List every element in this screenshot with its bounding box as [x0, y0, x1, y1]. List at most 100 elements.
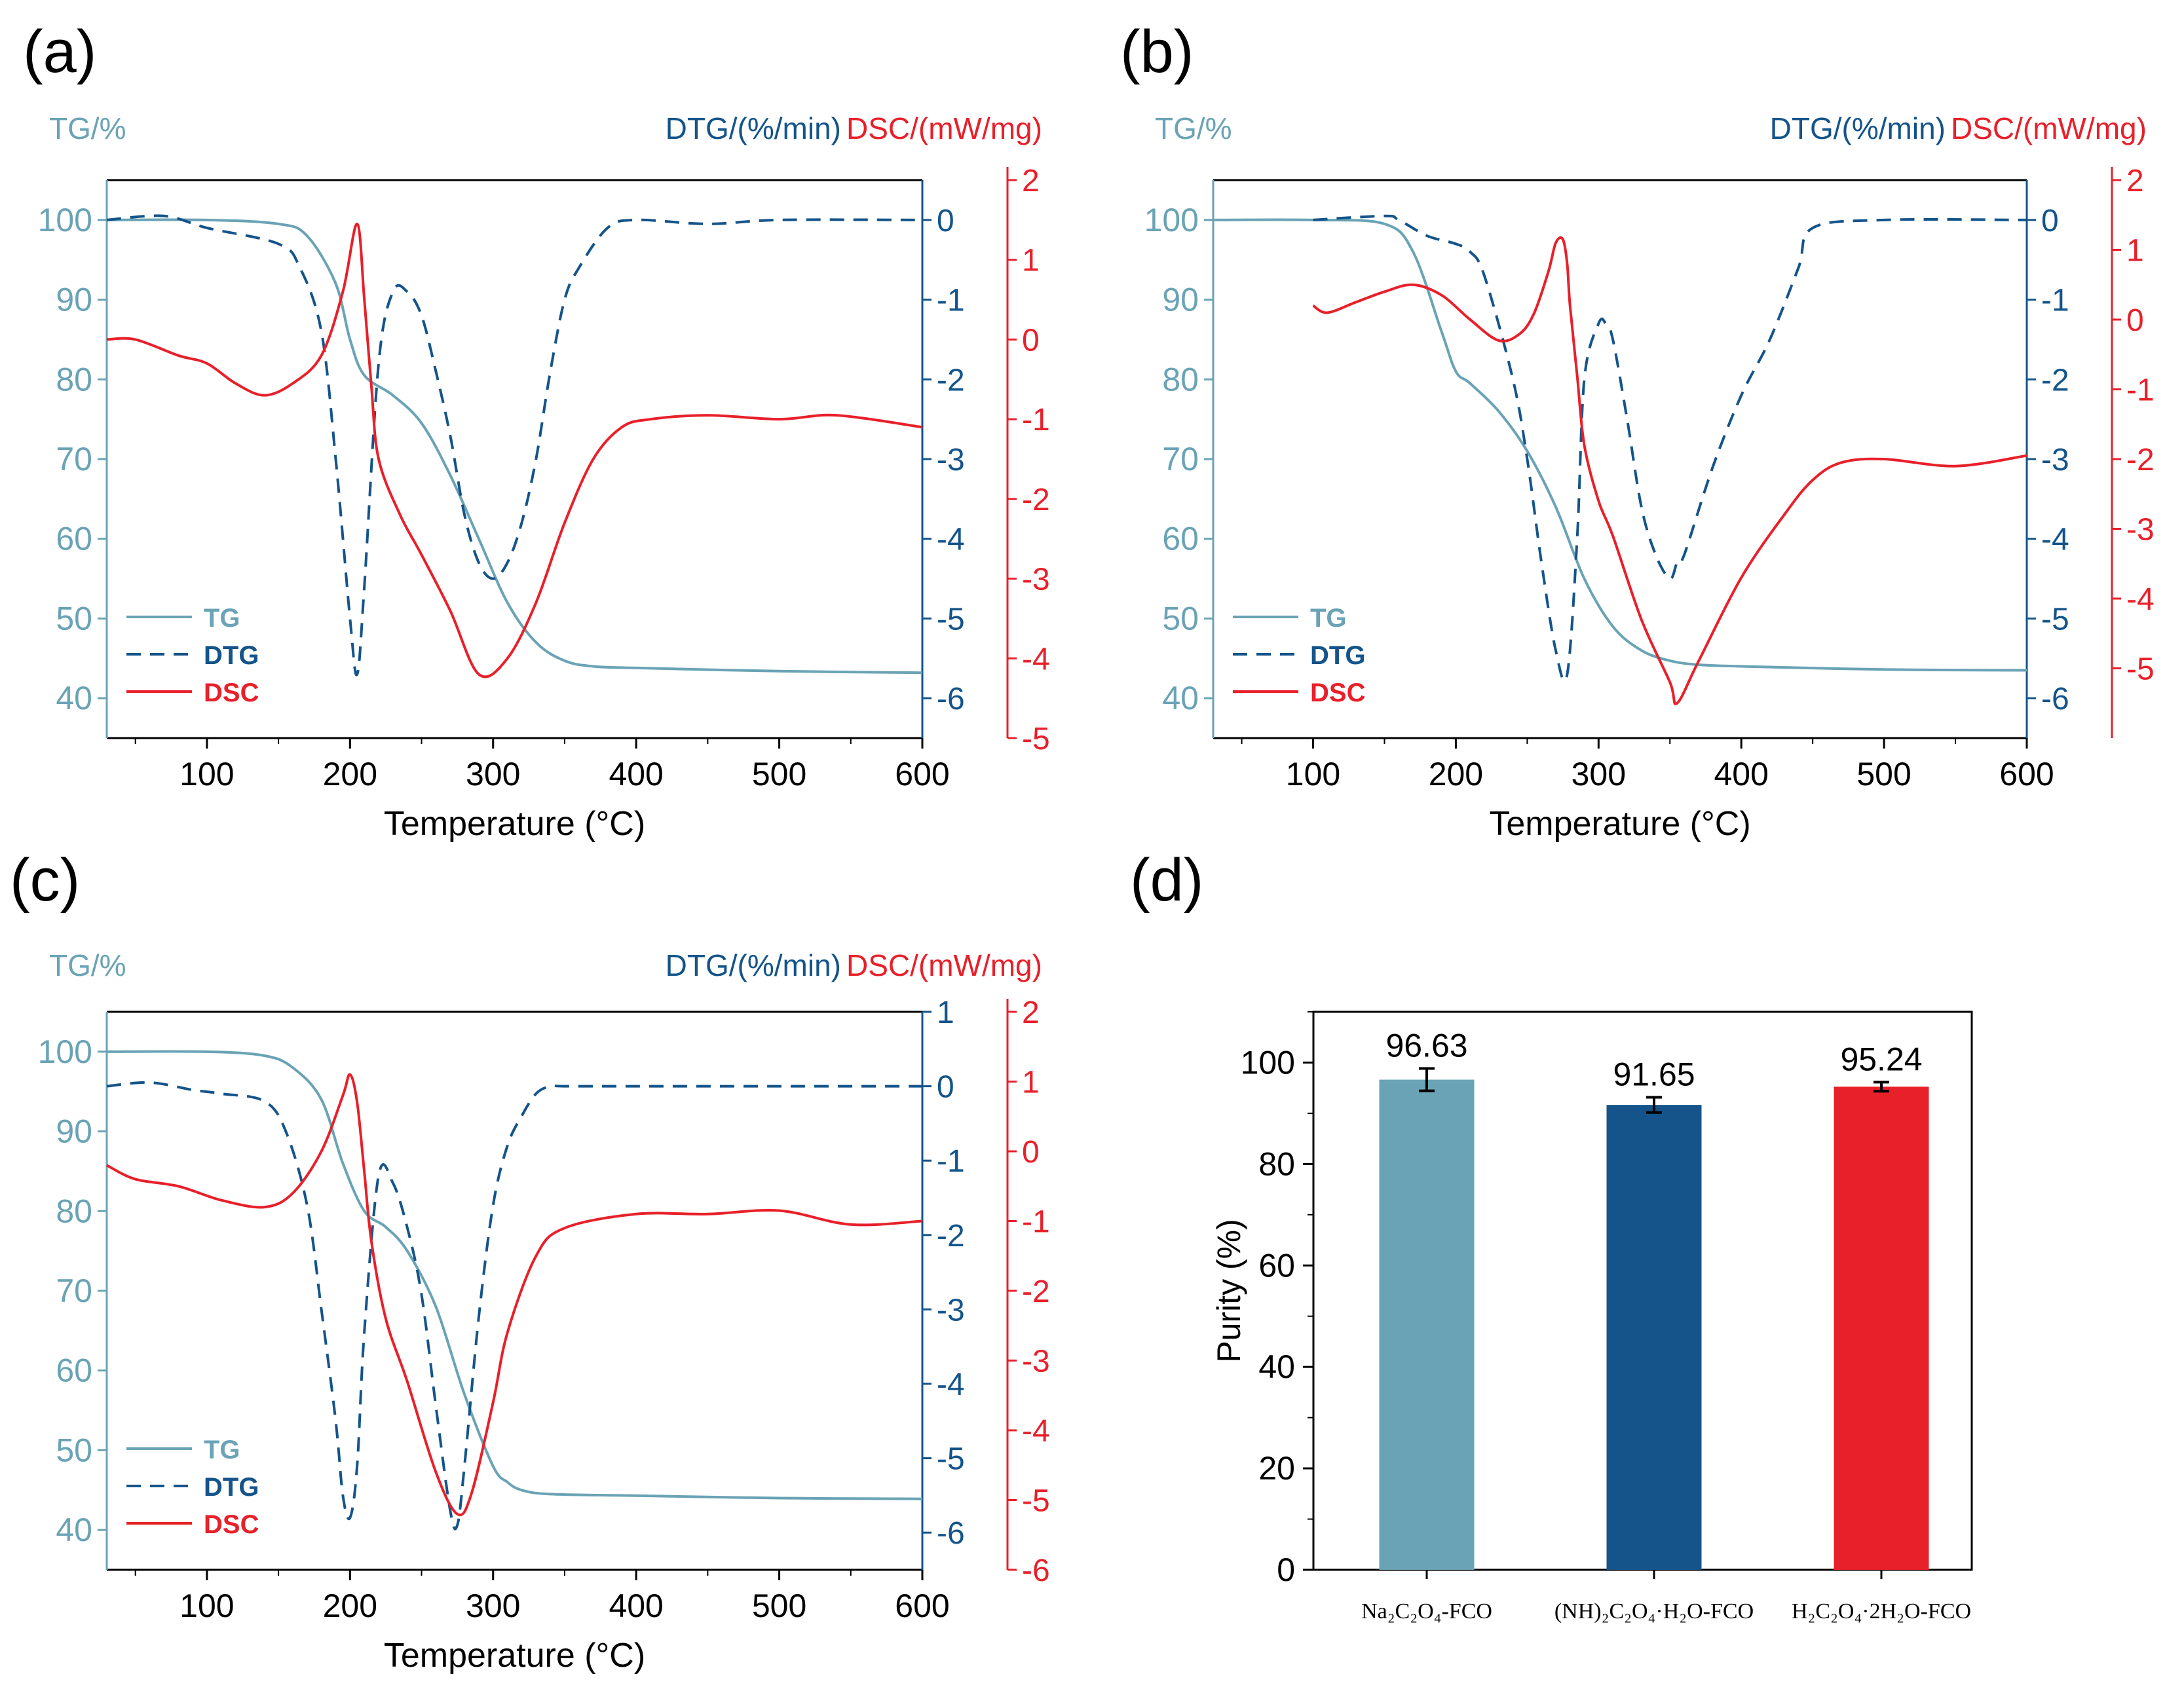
- dtg-tick-label: -2: [937, 363, 965, 398]
- dsc-axis-title: DSC/(mW/mg): [846, 948, 1042, 982]
- dtg-tick-label: 1: [937, 995, 954, 1030]
- tg-tick-label: 40: [56, 680, 92, 716]
- y-tick-label: 40: [1258, 1348, 1295, 1385]
- dsc-tick-label: -3: [1022, 1345, 1050, 1379]
- dsc-tick-label: 1: [1022, 244, 1040, 278]
- bar: [1379, 1079, 1475, 1570]
- x-axis-title: Temperature (°C): [384, 1637, 645, 1675]
- tg-tick-label: 100: [1144, 202, 1199, 238]
- x-tick-label: 600: [1999, 756, 2054, 792]
- x-tick-label: 200: [323, 756, 377, 792]
- tg-tick-label: 80: [1162, 361, 1199, 398]
- bar-value-label: 96.63: [1385, 1028, 1467, 1064]
- x-axis-title: Temperature (°C): [384, 805, 645, 843]
- dtg-tick-label: -4: [2041, 523, 2069, 557]
- panel-label: (b): [1120, 18, 1194, 85]
- panel-label: (c): [10, 847, 80, 914]
- legend-label-tg: TG: [204, 604, 240, 633]
- x-category-label: (NH)₂C₂O₄·H₂O-FCO: [1554, 1599, 1754, 1624]
- dsc-tick-label: 2: [1022, 995, 1040, 1030]
- y-tick-label: 80: [1258, 1145, 1295, 1182]
- dtg-tick-label: -3: [937, 1293, 965, 1327]
- x-tick-label: 300: [1572, 756, 1626, 792]
- dsc-tick-label: -6: [1022, 1553, 1050, 1588]
- legend-label-dsc: DSC: [204, 678, 259, 707]
- tg-axis-title: TG/%: [49, 948, 126, 982]
- y-tick-label: 100: [1241, 1044, 1295, 1081]
- dtg-tick-label: -6: [2041, 682, 2069, 716]
- panel-label: (d): [1130, 847, 1203, 914]
- x-tick-label: 100: [1286, 756, 1340, 792]
- tg-tick-label: 100: [38, 1033, 92, 1070]
- tg-tick-label: 60: [56, 521, 92, 557]
- x-tick-label: 500: [1856, 756, 1911, 792]
- tg-tick-label: 90: [56, 282, 92, 318]
- dtg-series-line: [106, 214, 923, 677]
- x-tick-label: 600: [895, 756, 949, 792]
- dtg-tick-label: -4: [937, 1367, 965, 1402]
- bar-value-label: 95.24: [1840, 1041, 1922, 1077]
- dtg-tick-label: 0: [937, 1070, 954, 1105]
- tg-tick-label: 50: [56, 1432, 92, 1468]
- tg-axis-title: TG/%: [1155, 111, 1232, 145]
- dtg-tick-label: -5: [2041, 602, 2069, 637]
- legend-label-dsc: DSC: [204, 1510, 259, 1539]
- dsc-axis-title: DSC/(mW/mg): [846, 111, 1042, 145]
- dsc-tick-label: -2: [1022, 483, 1050, 517]
- dtg-series-line: [106, 1081, 922, 1531]
- x-tick-label: 600: [895, 1587, 949, 1624]
- bar: [1834, 1086, 1929, 1570]
- legend-label-dsc: DSC: [1310, 678, 1365, 707]
- dtg-tick-label: -3: [937, 443, 965, 477]
- dsc-tick-label: -5: [1022, 1484, 1050, 1519]
- dtg-tick-label: -1: [937, 1144, 965, 1179]
- legend-label-dtg: DTG: [204, 641, 259, 670]
- tg-tick-label: 70: [56, 1272, 92, 1309]
- legend-label-tg: TG: [204, 1436, 240, 1464]
- dsc-tick-label: 2: [2126, 164, 2144, 198]
- x-tick-label: 100: [179, 756, 234, 792]
- y-tick-label: 0: [1277, 1551, 1295, 1588]
- dtg-tick-label: -6: [937, 682, 965, 716]
- tg-tick-label: 90: [56, 1113, 92, 1150]
- tg-tick-label: 60: [1162, 521, 1199, 557]
- tg-axis-title: TG/%: [49, 111, 126, 145]
- x-category-label: H₂C₂O₄·2H₂O-FCO: [1792, 1599, 1971, 1624]
- dtg-axis-title: DTG/(%/min): [1770, 111, 1946, 145]
- dtg-tick-label: 0: [937, 204, 954, 238]
- tg-series-line: [106, 1050, 923, 1500]
- dtg-series-line: [1313, 214, 2027, 682]
- dsc-tick-label: 1: [1022, 1066, 1040, 1100]
- tg-tick-label: 40: [1162, 680, 1199, 716]
- dtg-tick-label: 0: [2041, 204, 2059, 238]
- y-tick-label: 20: [1258, 1450, 1295, 1487]
- tg-series-line: [1213, 218, 2027, 672]
- x-tick-label: 200: [323, 1587, 377, 1624]
- dtg-tick-label: -2: [2041, 363, 2069, 398]
- x-category-label: Na₂C₂O₄-FCO: [1361, 1599, 1492, 1624]
- bar-value-label: 91.65: [1613, 1056, 1695, 1093]
- dtg-tick-label: -1: [937, 284, 965, 318]
- x-tick-label: 100: [179, 1587, 234, 1624]
- tg-tick-label: 80: [56, 361, 92, 398]
- legend-label-tg: TG: [1310, 604, 1347, 633]
- dsc-tick-label: 1: [2126, 234, 2144, 269]
- x-tick-label: 300: [466, 756, 520, 792]
- dtg-axis-title: DTG/(%/min): [666, 111, 841, 145]
- dsc-tick-label: -1: [2126, 373, 2155, 408]
- dsc-series-line: [106, 1073, 923, 1517]
- dtg-tick-label: -5: [937, 1442, 965, 1477]
- dsc-tick-label: 2: [1022, 164, 1040, 198]
- dsc-tick-label: 0: [2126, 303, 2144, 338]
- tg-tick-label: 100: [38, 202, 92, 238]
- tg-series-line: [106, 218, 923, 675]
- dsc-tick-label: -1: [1022, 403, 1050, 437]
- x-tick-label: 400: [609, 1587, 663, 1624]
- dsc-series-line: [1312, 236, 2027, 705]
- tg-tick-label: 90: [1162, 282, 1199, 318]
- tg-tick-label: 50: [1162, 600, 1199, 637]
- tg-tick-label: 50: [56, 600, 92, 637]
- dtg-tick-label: -4: [937, 523, 965, 557]
- panel-label: (a): [23, 18, 96, 85]
